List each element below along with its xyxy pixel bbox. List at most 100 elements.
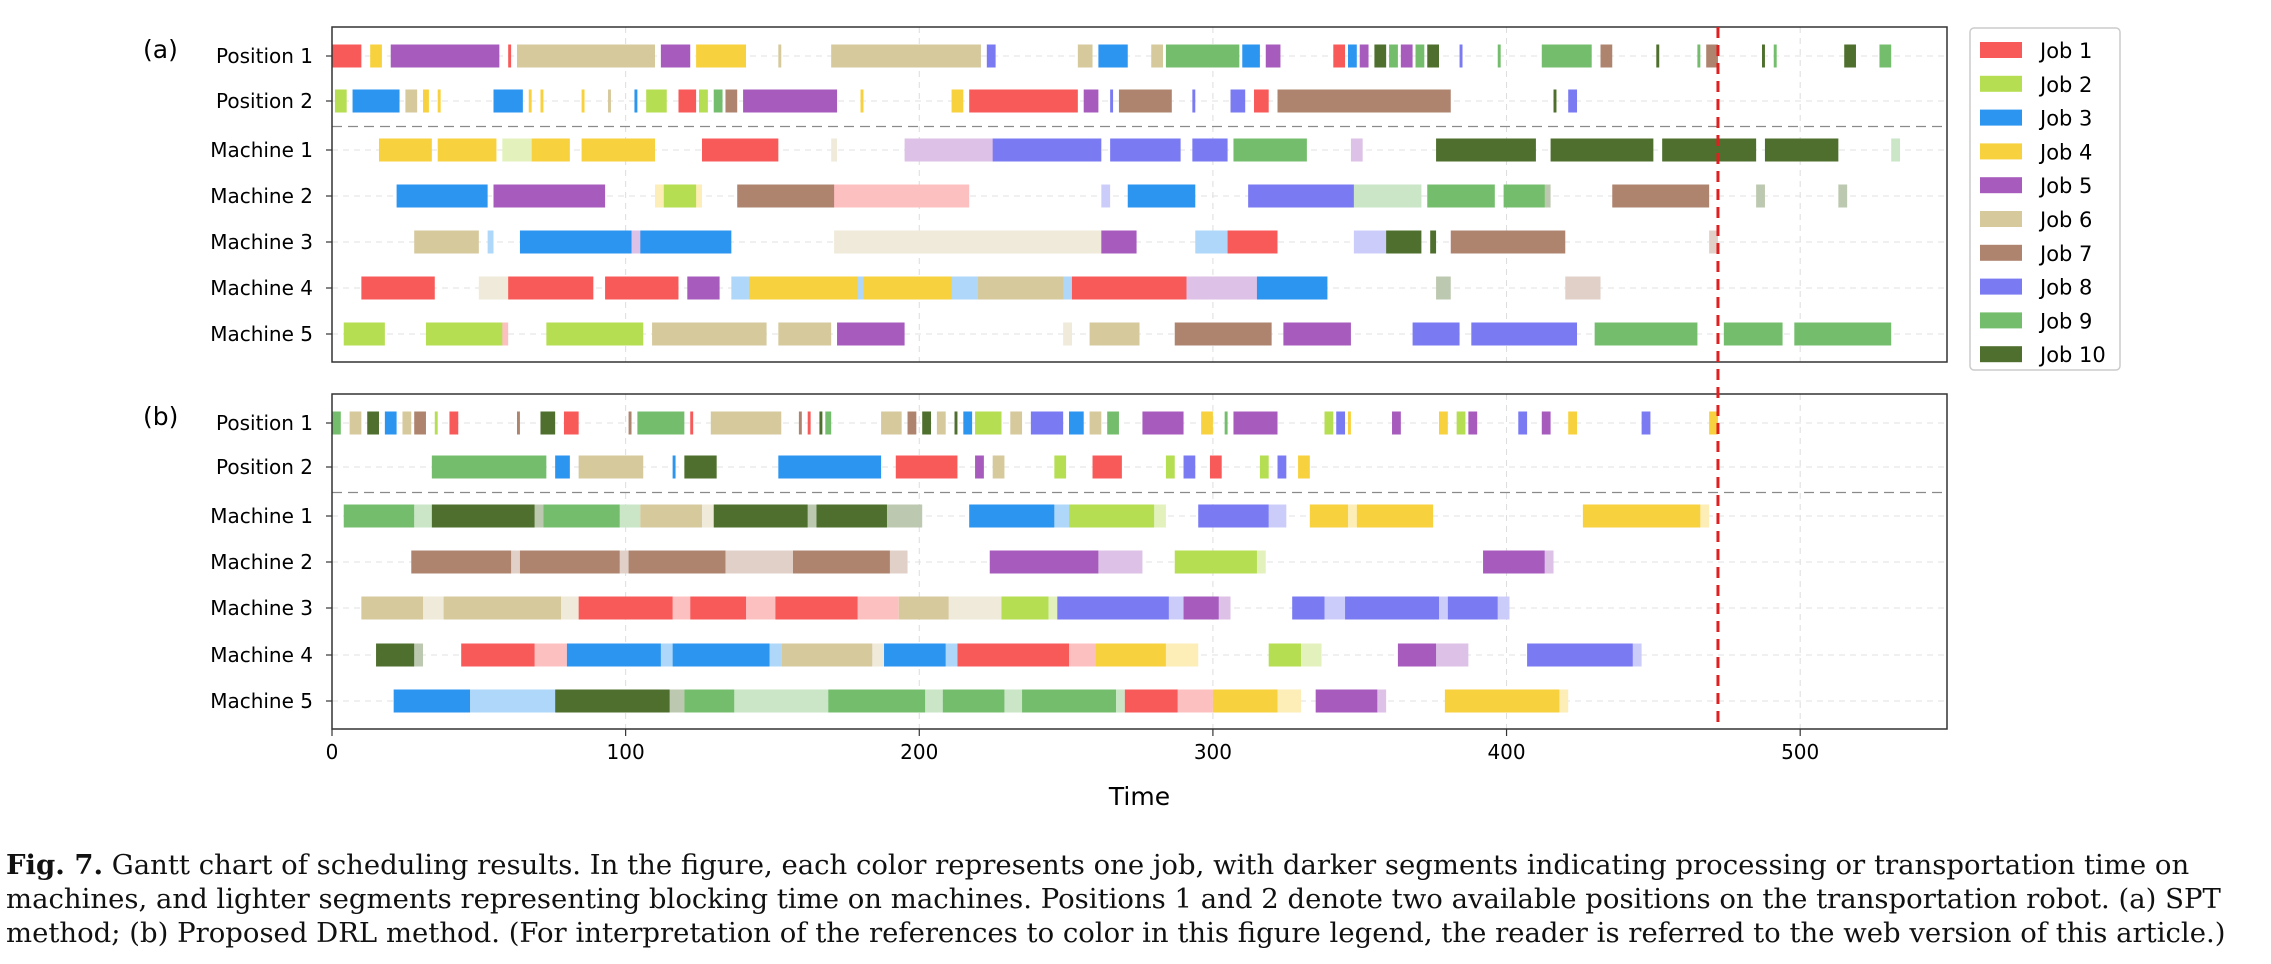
task-segment-job-9 xyxy=(343,504,415,528)
task-segment-job-1 xyxy=(1227,230,1278,254)
task-segment-job-10 xyxy=(1436,138,1536,162)
blocking-segment-job-9 xyxy=(1004,689,1023,713)
task-segment-job-4 xyxy=(748,276,858,300)
task-segment-job-7 xyxy=(519,550,620,574)
task-segment-job-3 xyxy=(672,455,676,479)
task-segment-job-5 xyxy=(1359,44,1369,68)
x-axis-label: Time xyxy=(1108,782,1170,811)
task-segment-job-4 xyxy=(696,44,747,68)
panel-b: Position 1 Position 2 Machine 1 Machine 2 Ma… xyxy=(143,393,1948,730)
task-segment-job-6 xyxy=(516,44,655,68)
task-segment-job-1 xyxy=(1124,689,1178,713)
task-segment-job-10 xyxy=(1553,89,1557,113)
task-segment-job-7 xyxy=(628,550,726,574)
task-segment-job-5 xyxy=(660,44,691,68)
legend-label: Job 8 xyxy=(2038,276,2092,300)
task-segment-job-5 xyxy=(1397,643,1437,667)
task-segment-job-9 xyxy=(825,411,832,435)
task-segment-job-2 xyxy=(663,184,697,208)
task-segment-job-5 xyxy=(390,44,500,68)
task-segment-job-6 xyxy=(1089,322,1140,346)
row-label: Machine 1 xyxy=(210,138,313,162)
x-tick-label: 100 xyxy=(607,740,645,764)
blocking-segment-job-6 xyxy=(948,596,1002,620)
x-tick-label: 300 xyxy=(1194,740,1232,764)
task-segment-job-3 xyxy=(1127,184,1196,208)
panel-tag: (a) xyxy=(143,35,178,64)
row-label: Machine 2 xyxy=(210,550,313,574)
task-segment-job-7 xyxy=(1706,44,1718,68)
x-tick-label: 200 xyxy=(900,740,938,764)
panel-tag: (b) xyxy=(143,402,178,431)
task-segment-job-6 xyxy=(361,596,424,620)
task-segment-job-7 xyxy=(414,411,426,435)
blocking-segment-job-5 xyxy=(1218,596,1231,620)
task-segment-job-7 xyxy=(1600,44,1613,68)
task-segment-job-9 xyxy=(332,411,341,435)
task-segment-job-3 xyxy=(884,643,946,667)
x-tick-label: 0 xyxy=(326,740,339,764)
blocking-segment-job-10 xyxy=(886,504,923,528)
blocking-segment-job-5 xyxy=(1377,689,1387,713)
task-segment-job-8 xyxy=(1641,411,1651,435)
task-segment-job-10 xyxy=(376,643,415,667)
task-segment-job-7 xyxy=(793,550,890,574)
task-segment-job-7 xyxy=(1118,89,1172,113)
task-segment-job-1 xyxy=(605,276,679,300)
task-segment-job-6 xyxy=(992,455,1005,479)
task-segment-job-6 xyxy=(1151,44,1163,68)
task-segment-job-2 xyxy=(334,89,347,113)
blocking-segment-job-9 xyxy=(925,689,943,713)
task-segment-job-9 xyxy=(1107,411,1119,435)
blocking-segment-job-10 xyxy=(1838,184,1848,208)
task-segment-job-3 xyxy=(969,504,1055,528)
task-segment-job-5 xyxy=(1400,44,1413,68)
task-segment-job-9 xyxy=(1879,44,1892,68)
figure-caption: Fig. 7. Gantt chart of scheduling result… xyxy=(6,848,2256,950)
task-segment-job-9 xyxy=(1794,322,1892,346)
task-segment-job-3 xyxy=(393,689,471,713)
task-segment-job-6 xyxy=(710,411,782,435)
row-label: Machine 3 xyxy=(210,230,313,254)
task-segment-job-1 xyxy=(969,89,1078,113)
blocking-segment-job-1 xyxy=(672,596,691,620)
task-segment-job-2 xyxy=(699,89,708,113)
task-segment-job-9 xyxy=(1723,322,1783,346)
task-segment-job-3 xyxy=(396,184,488,208)
blocking-segment-job-9 xyxy=(1116,689,1125,713)
task-segment-job-2 xyxy=(1268,643,1301,667)
task-segment-job-10 xyxy=(1662,138,1757,162)
task-segment-job-5 xyxy=(1183,596,1219,620)
task-segment-job-8 xyxy=(1192,89,1196,113)
task-segment-job-4 xyxy=(951,89,964,113)
task-segment-job-6 xyxy=(881,411,902,435)
blocking-segment-job-6 xyxy=(834,230,1128,254)
task-segment-job-7 xyxy=(1174,322,1272,346)
task-segment-job-5 xyxy=(1265,44,1281,68)
task-segment-job-4 xyxy=(531,138,570,162)
task-segment-job-3 xyxy=(1256,276,1328,300)
task-segment-job-8 xyxy=(1447,596,1498,620)
task-segment-job-8 xyxy=(1192,138,1228,162)
task-segment-job-4 xyxy=(1212,689,1278,713)
row-label: Machine 5 xyxy=(210,322,313,346)
task-segment-job-10 xyxy=(555,689,670,713)
task-segment-job-5 xyxy=(1233,411,1278,435)
blocking-segment-job-10 xyxy=(1756,184,1765,208)
task-segment-job-9 xyxy=(1389,44,1398,68)
blocking-segment-job-3 xyxy=(660,643,673,667)
task-segment-job-10 xyxy=(540,411,556,435)
task-segment-job-10 xyxy=(819,411,823,435)
task-segment-job-9 xyxy=(1165,44,1240,68)
task-segment-job-7 xyxy=(907,411,917,435)
task-segment-job-2 xyxy=(1456,411,1466,435)
row-label: Machine 5 xyxy=(210,689,313,713)
task-segment-job-4 xyxy=(378,138,432,162)
task-segment-job-4 xyxy=(1356,504,1434,528)
task-segment-job-6 xyxy=(1077,44,1093,68)
task-segment-job-1 xyxy=(1333,44,1346,68)
blocking-segment-job-8 xyxy=(1439,596,1448,620)
blocking-segment-job-3 xyxy=(769,643,782,667)
blocking-segment-job-4 xyxy=(1347,504,1357,528)
task-segment-job-5 xyxy=(1468,411,1478,435)
